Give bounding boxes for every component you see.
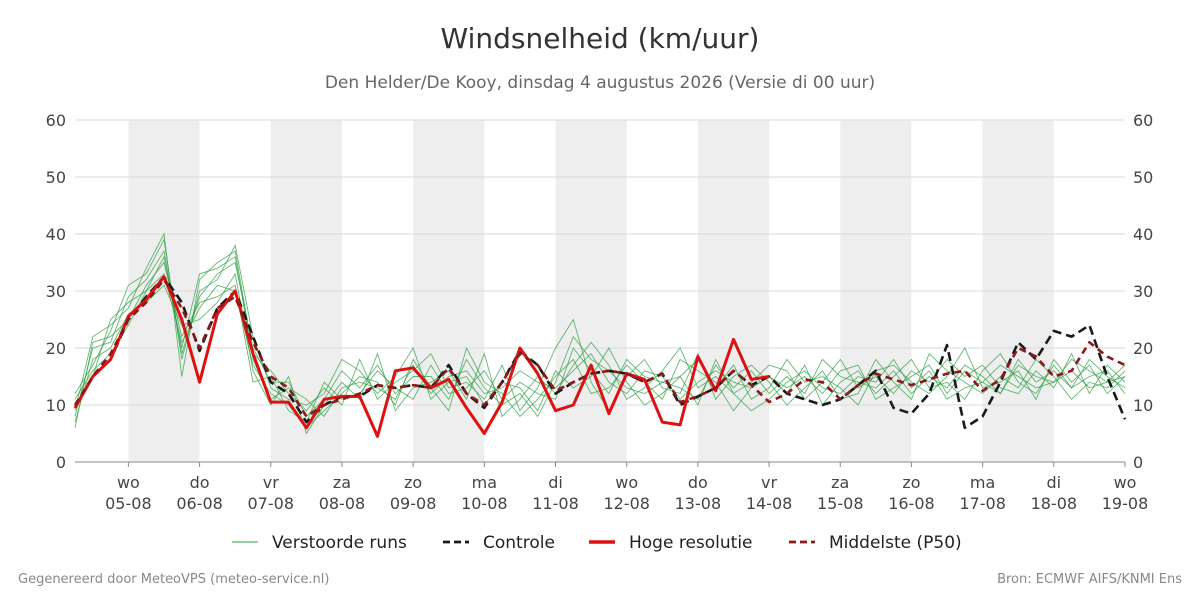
ensemble-member-4 — [74, 238, 1126, 412]
ensemble-member-5 — [74, 261, 1126, 428]
x-tick-day-2: vr — [263, 473, 279, 492]
y-tick-right-50: 50 — [1133, 168, 1153, 187]
y-tick-left-20: 20 — [46, 339, 66, 358]
x-tick-day-12: ma — [970, 473, 995, 492]
y-axis-right: 0 10 20 30 40 50 60 — [1133, 111, 1153, 472]
x-tick-date-1: 06-08 — [176, 494, 223, 513]
x-tick-day-14: wo — [1114, 473, 1137, 492]
x-tick-date-8: 13-08 — [675, 494, 722, 513]
series-line-hoge-resolutie — [73, 275, 770, 438]
x-tick-day-8: do — [688, 473, 708, 492]
x-tick-day-11: zo — [902, 473, 920, 492]
footer-credit-left: Gegenereerd door MeteoVPS (meteo-service… — [18, 572, 330, 587]
series-line-controle — [73, 275, 1127, 430]
x-tick-date-12: 17-08 — [959, 494, 1006, 513]
series-line-middelste-p50- — [73, 278, 1126, 418]
y-tick-right-30: 30 — [1133, 282, 1153, 301]
legend-label-3: Middelste (P50) — [829, 533, 962, 553]
x-tick-date-10: 15-08 — [817, 494, 864, 513]
x-tick-day-10: za — [831, 473, 849, 492]
x-tick-date-4: 09-08 — [390, 494, 437, 513]
chart-subtitle: Den Helder/De Kooy, dinsdag 4 augustus 2… — [324, 73, 876, 93]
x-tick-day-13: di — [1047, 473, 1062, 492]
series-layer — [73, 232, 1127, 438]
x-tick-day-7: wo — [615, 473, 638, 492]
y-tick-left-10: 10 — [46, 396, 66, 415]
x-tick-date-0: 05-08 — [105, 494, 152, 513]
x-tick-date-11: 16-08 — [888, 494, 935, 513]
grid-lines — [75, 119, 1125, 463]
y-tick-left-50: 50 — [46, 168, 66, 187]
y-tick-left-30: 30 — [46, 282, 66, 301]
x-tick-date-6: 11-08 — [532, 494, 579, 513]
x-tick-date-14: 19-08 — [1102, 494, 1149, 513]
y-tick-right-0: 0 — [1133, 453, 1143, 472]
y-tick-right-10: 10 — [1133, 396, 1153, 415]
legend: Verstoorde runs Controle Hoge resolutie Mid… — [232, 533, 962, 553]
x-tick-date-9: 14-08 — [746, 494, 793, 513]
legend-label-1: Controle — [483, 533, 555, 553]
x-axis: wo 05-08 do 06-08 vr 07-08 za 08-08 zo 09-08 ma 10-… — [105, 462, 1148, 513]
x-tick-date-7: 12-08 — [603, 494, 650, 513]
legend-label-2: Hoge resolutie — [629, 533, 753, 553]
x-tick-day-3: za — [333, 473, 351, 492]
chart-title: Windsnelheid (km/uur) — [440, 22, 760, 55]
x-tick-day-9: vr — [761, 473, 777, 492]
y-tick-left-60: 60 — [46, 111, 66, 130]
x-tick-date-2: 07-08 — [248, 494, 295, 513]
y-tick-right-40: 40 — [1133, 225, 1153, 244]
y-tick-right-20: 20 — [1133, 339, 1153, 358]
legend-label-0: Verstoorde runs — [272, 533, 407, 553]
x-tick-date-13: 18-08 — [1031, 494, 1078, 513]
x-tick-date-3: 08-08 — [319, 494, 366, 513]
y-axis-left: 0 10 20 30 40 50 60 — [46, 111, 66, 472]
y-tick-left-40: 40 — [46, 225, 66, 244]
x-tick-day-1: do — [190, 473, 210, 492]
x-tick-day-0: wo — [117, 473, 140, 492]
footer-credit-right: Bron: ECMWF AIFS/KNMI Ens — [997, 572, 1182, 587]
ensemble-member-3 — [74, 272, 1126, 435]
x-tick-day-4: zo — [404, 473, 422, 492]
y-tick-right-60: 60 — [1133, 111, 1153, 130]
x-tick-date-5: 10-08 — [461, 494, 508, 513]
x-tick-day-5: ma — [472, 473, 497, 492]
y-tick-left-0: 0 — [56, 453, 66, 472]
x-tick-day-6: di — [548, 473, 563, 492]
